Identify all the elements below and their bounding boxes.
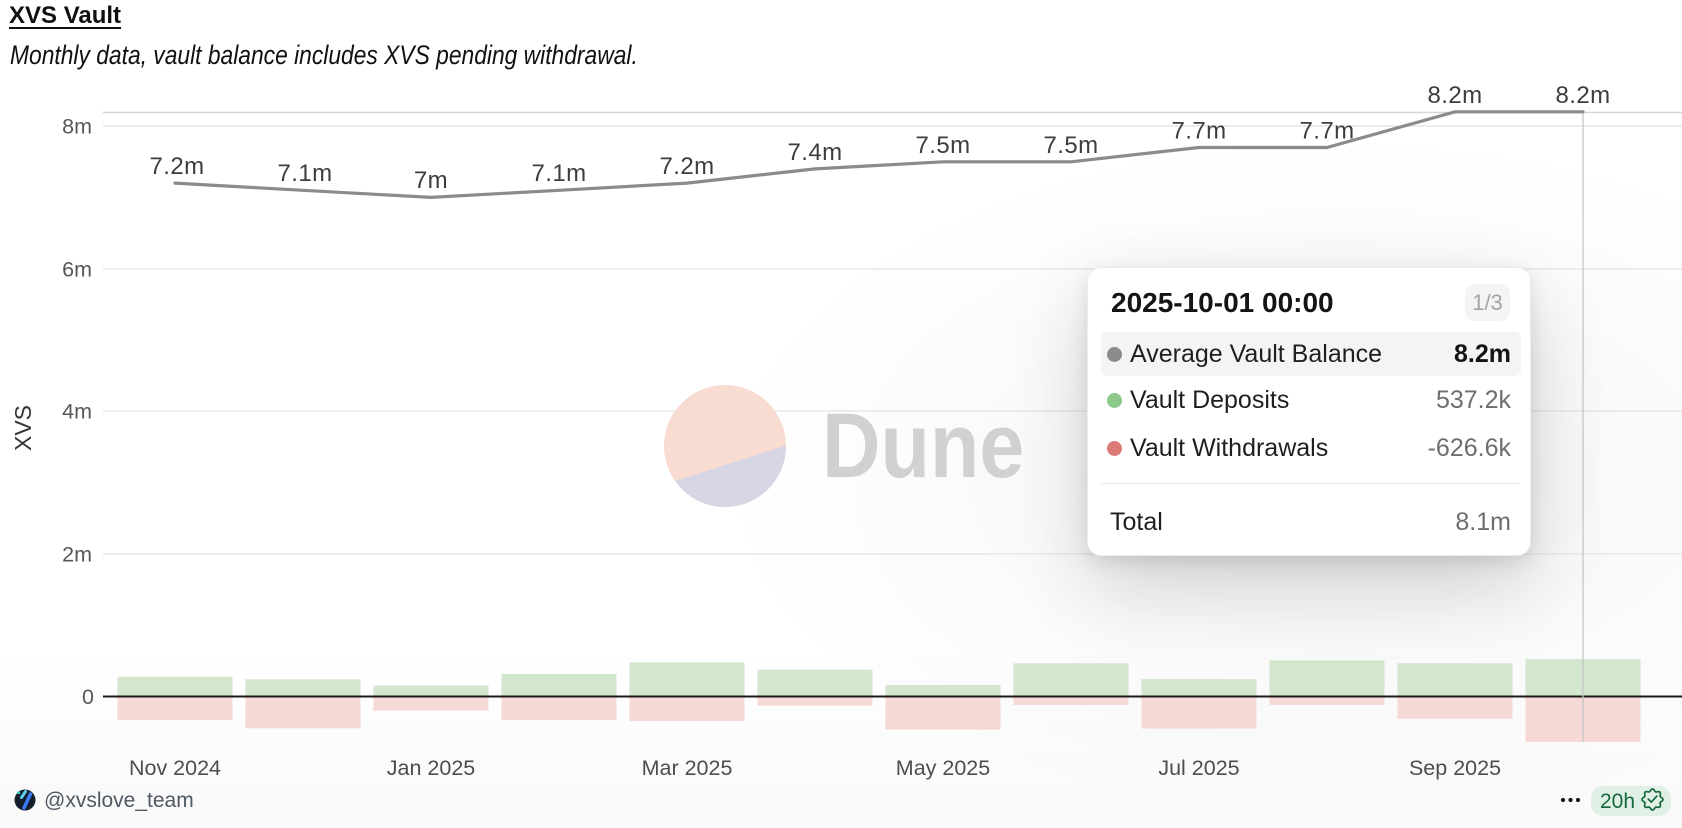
svg-text:7.1m: 7.1m (278, 160, 333, 187)
svg-text:Jan 2025: Jan 2025 (387, 756, 476, 780)
svg-text:Sep 2025: Sep 2025 (1409, 756, 1501, 780)
svg-text:4m: 4m (62, 400, 92, 424)
svg-text:7m: 7m (414, 167, 448, 194)
svg-text:0: 0 (82, 685, 94, 709)
svg-text:Mar 2025: Mar 2025 (642, 756, 733, 780)
svg-text:8.2m: 8.2m (1428, 82, 1483, 109)
svg-text:7.7m: 7.7m (1172, 118, 1227, 145)
svg-text:8m: 8m (62, 115, 92, 139)
svg-text:XVS: XVS (10, 405, 36, 451)
svg-text:Dune: Dune (822, 395, 1024, 497)
svg-text:6m: 6m (62, 258, 92, 282)
svg-text:May 2025: May 2025 (896, 756, 990, 780)
svg-text:7.7m: 7.7m (1300, 118, 1355, 145)
svg-text:7.5m: 7.5m (1044, 132, 1099, 159)
svg-text:7.1m: 7.1m (532, 160, 587, 187)
svg-text:7.2m: 7.2m (150, 153, 205, 180)
svg-text:8.2m: 8.2m (1556, 82, 1611, 109)
svg-text:7.2m: 7.2m (660, 153, 715, 180)
svg-text:20h: 20h (1600, 790, 1635, 813)
svg-text:7.4m: 7.4m (788, 139, 843, 166)
svg-text:7.5m: 7.5m (916, 132, 971, 159)
svg-text:Jul 2025: Jul 2025 (1158, 756, 1239, 780)
svg-text:2m: 2m (62, 543, 92, 567)
svg-text:Nov 2024: Nov 2024 (129, 756, 221, 780)
